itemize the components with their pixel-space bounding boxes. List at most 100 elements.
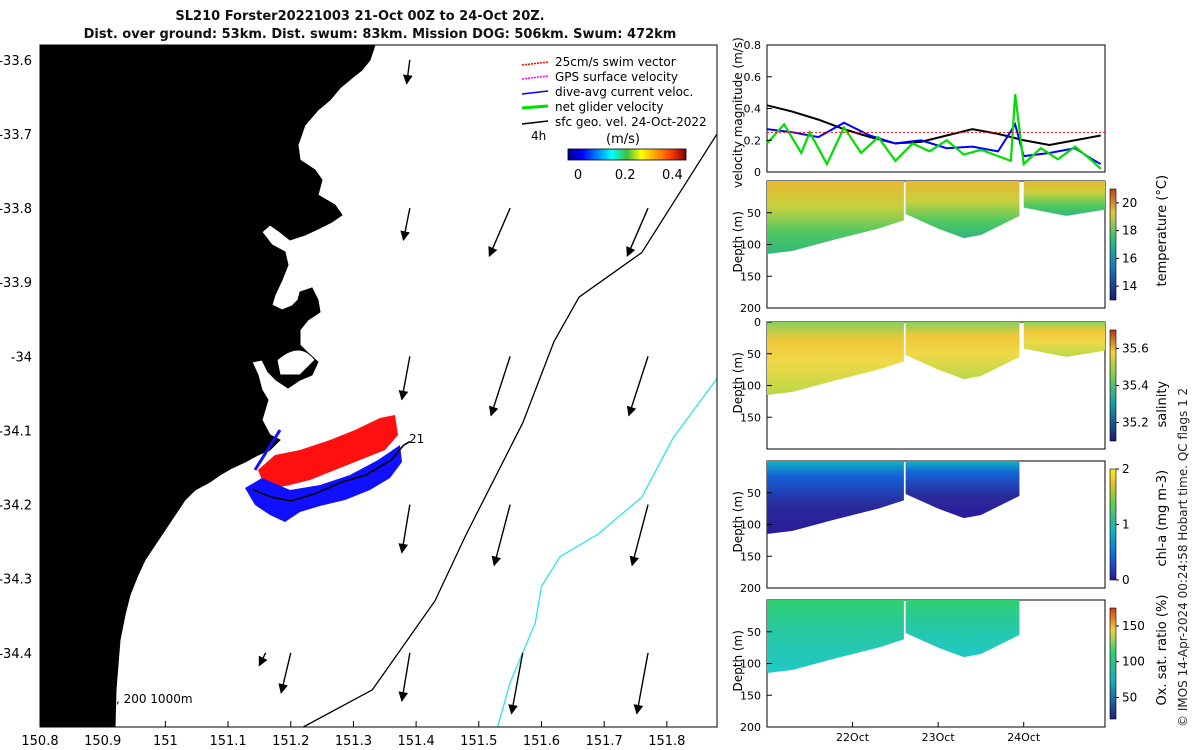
map-ytick-label-3: -33.9 [0,276,32,291]
legend-item-dive-avg: dive-avg current veloc. [521,85,693,99]
map-ytick-label-6: -34.2 [0,499,32,514]
map-x-ticks: 150.8 150.9 151 151.1 151.2 151.3 151.4 151.5 15… [21,721,685,749]
section-oxygen-segment-1 [905,600,1020,658]
map-frame [39,44,718,728]
map-xtick-label-9: 151.7 [586,734,623,749]
section-temperature-colorbar-label: temperature (°C) [1155,175,1170,287]
section-oxygen-ytick-label-0: 50 [747,626,761,639]
geo-arrow-1 [400,207,411,242]
section-oxygen-ytick-label-1: 100 [740,658,761,671]
section-salinity-colorbar-tick-0: 35.2 [1122,416,1149,430]
geo-arrow-6 [626,356,649,417]
map-ytick-label-7: -34.3 [0,573,32,588]
section-temperature-ytick-label-2: 150 [740,270,761,283]
speed-colorbar-tick-2: 0.4 [662,168,683,183]
glider-track-vectors [245,415,411,522]
section-temperature-segment-2 [1023,181,1105,216]
section-oxygen-colorbar [1109,607,1117,720]
section-chla-colorbar [1109,468,1117,581]
velocity-series-0 [766,104,1101,147]
legend-label-net: net glider velocity [555,100,663,114]
legend-label-dive-avg: dive-avg current veloc. [555,85,693,99]
map-xtick-label-6: 151.4 [398,734,435,749]
section-xtick-label-1: 23Oct [922,731,956,744]
map-xtick-label-3: 151.1 [209,734,246,749]
section-chla-ytick-label-1: 100 [740,519,761,532]
map-y-ticks: -33.6 -33.7 -33.8 -33.9 -34 -34.1 -34.2 -34.3 -3… [0,54,46,662]
colorbar-units-label: (m/s) [606,132,640,147]
section-oxygen-ytick-label-3: 200 [740,721,761,734]
chart-title-line-1: SL210 Forster20221003 21-Oct 00Z to 24-O… [175,9,545,24]
chart-title-line-2: Dist. over ground: 53km. Dist. swum: 83k… [83,27,677,42]
section-chla-colorbar-tick-0: 0 [1122,573,1130,587]
section-chla-ytick-label-2: 150 [740,550,761,563]
section-chla-colorbar-tick-2: 2 [1122,462,1130,476]
legend-item-swim: 25cm/s swim vector [521,55,676,69]
section-chla-ytick-label-3: 200 [740,582,761,595]
section-chla-ytick-label-0: 50 [747,487,761,500]
section-oxygen-colorbar-tick-2: 150 [1122,619,1145,633]
section-salinity-ylabel: Depth (m) [731,352,745,413]
section-panel-temperature: 50 100 150 200 Depth (m) 14 16 18 20 temperature … [731,175,1170,315]
section-temperature-ytick-label-1: 100 [740,239,761,252]
section-salinity-colorbar-tick-1: 35.4 [1122,379,1149,393]
legend-item-sfc-geo: sfc geo. vel. 24-Oct-2022 [521,115,707,129]
section-salinity-segment-2 [1023,322,1105,357]
geo-arrow-10 [258,652,268,667]
section-temperature-colorbar-tick-3: 20 [1122,196,1137,210]
geo-arrow-12 [398,652,411,702]
map-xtick-label-1: 150.9 [84,734,121,749]
legend-label-gps: GPS surface velocity [555,70,678,84]
velocity-ytick-label-1: 0.2 [744,134,762,147]
section-salinity-colorbar-label: salinity [1155,381,1170,428]
geostrophic-velocity-arrows [258,59,649,715]
section-salinity-colorbar [1109,329,1117,442]
section-temperature-colorbar-tick-1: 16 [1122,251,1137,265]
section-oxygen-colorbar-label: Ox. sat. ratio (%) [1155,595,1170,706]
geo-arrow-9 [629,504,649,567]
section-salinity-ytick-label-3: 150 [740,411,761,424]
section-xtick-label-2: 24Oct [1007,731,1041,744]
velocity-ytick-label-2: 0.4 [744,103,762,116]
section-temperature-segment-1 [905,181,1020,239]
geo-arrow-2 [488,207,511,257]
section-temperature-segment-0 [767,181,904,255]
map-ytick-label-5: -34.1 [0,424,32,439]
geo-arrow-14 [633,652,649,715]
section-temperature-ytick-label-0: 50 [747,207,761,220]
section-chla-segment-1 [905,461,1020,519]
map-xtick-label-10: 151.8 [648,734,685,749]
geo-arrow-11 [278,652,292,694]
speed-colorbar-ticks: 0 0.2 0.4 [574,168,683,183]
section-oxygen-ytick-label-2: 150 [740,689,761,702]
isobaths-label: isobaths: 0, 200 1000m [50,692,193,706]
isobath-200m [302,133,717,727]
glider-track-line [252,440,411,502]
section-salinity-ytick-label-0: 0 [754,316,761,329]
geo-arrow-13 [508,652,524,715]
geo-arrow-0 [402,59,413,85]
section-oxygen-ylabel: Depth (m) [731,630,745,691]
track-end-label: 21 [409,432,424,446]
map-xtick-label-2: 151 [153,734,178,749]
map-ytick-label-2: -33.8 [0,202,32,217]
velocity-ytick-label-4: 0.8 [744,39,762,52]
section-temperature-ylabel: Depth (m) [731,211,745,272]
map-ytick-label-4: -34 [11,350,32,365]
velocity-series-1 [766,121,1102,165]
geo-arrow-4 [398,356,411,401]
section-salinity-ytick-label-1: 50 [747,348,761,361]
section-temperature-colorbar-tick-0: 14 [1122,279,1137,293]
geo-arrow-7 [398,504,411,554]
velocity-ytick-label-3: 0.6 [744,71,762,84]
speed-colorbar-tick-0: 0 [574,168,582,183]
velocity-ytick-label-0: 0 [754,166,761,179]
section-temperature-colorbar-tick-2: 18 [1122,224,1137,238]
section-xtick-label-0: 22Oct [836,731,870,744]
map-legend: 25cm/s swim vector GPS surface velocity … [521,55,707,183]
section-salinity-segment-0 [767,322,904,396]
legend-label-swim: 25cm/s swim vector [555,55,676,69]
